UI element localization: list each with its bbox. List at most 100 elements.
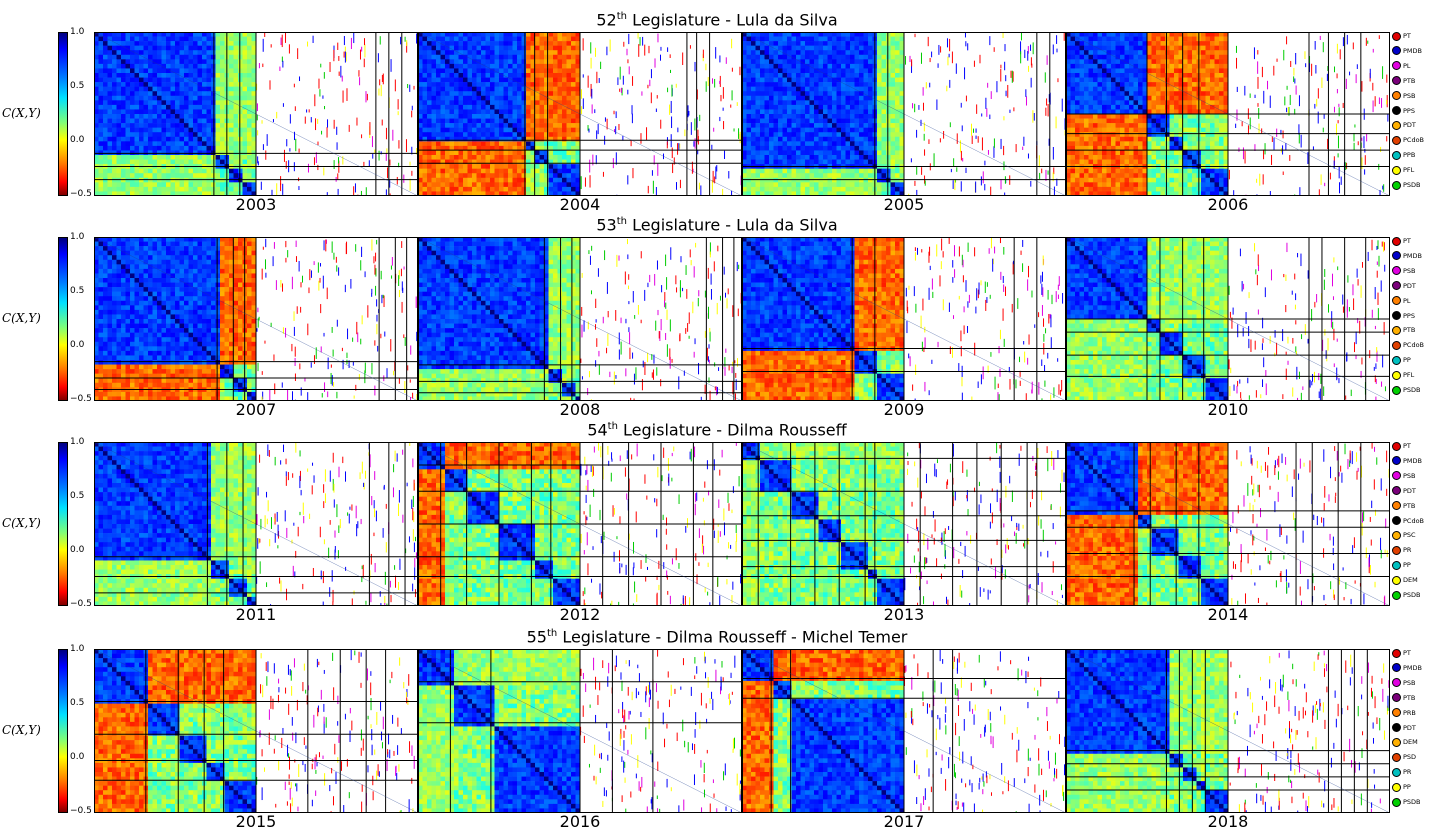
matrix-cell: [144, 96, 149, 101]
significance-mark: [1032, 110, 1033, 122]
matrix-cell: [792, 37, 797, 42]
matrix-cell: [513, 114, 518, 119]
matrix-cell: [202, 119, 207, 124]
matrix-cell: [463, 50, 468, 55]
matrix-cell: [778, 182, 783, 187]
matrix-cell: [504, 78, 509, 83]
significance-mark: [988, 150, 989, 155]
significance-mark: [657, 95, 658, 98]
matrix-cell: [202, 82, 207, 87]
matrix-cell: [841, 100, 846, 105]
matrix-cell: [571, 50, 576, 55]
matrix-cell: [207, 59, 212, 64]
matrix-cell: [139, 82, 144, 87]
matrix-cell: [774, 187, 779, 192]
matrix-cell: [459, 150, 464, 155]
significance-mark: [323, 168, 324, 176]
matrix-cell: [238, 78, 243, 83]
matrix-cell: [112, 173, 117, 178]
matrix-cell: [810, 182, 815, 187]
significance-mark: [1048, 104, 1049, 116]
significance-mark: [647, 85, 648, 88]
matrix-cell: [846, 146, 851, 151]
matrix-cell: [126, 41, 131, 46]
matrix-cell: [886, 187, 891, 192]
matrix-cell: [99, 87, 104, 92]
matrix-cell: [765, 128, 770, 133]
matrix-cell: [526, 105, 531, 110]
significance-mark: [1005, 44, 1006, 51]
matrix-cell: [540, 132, 545, 137]
matrix-cell: [769, 91, 774, 96]
matrix-cell: [823, 78, 828, 83]
matrix-cell: [864, 178, 869, 183]
matrix-cell: [850, 37, 855, 42]
matrix-cell: [490, 155, 495, 160]
matrix-cell: [765, 55, 770, 60]
matrix-cell: [481, 59, 486, 64]
matrix-cell: [756, 109, 761, 114]
matrix-cell: [760, 132, 765, 137]
matrix-cell: [445, 91, 450, 96]
matrix-cell: [562, 187, 567, 192]
significance-mark: [616, 111, 617, 118]
matrix-cell: [171, 160, 176, 165]
matrix-cell: [216, 82, 221, 87]
matrix-cell: [202, 141, 207, 146]
matrix-cell: [549, 105, 554, 110]
matrix-cell: [499, 87, 504, 92]
matrix-cell: [787, 114, 792, 119]
matrix-cell: [828, 50, 833, 55]
matrix-cell: [423, 164, 428, 169]
matrix-cell: [463, 137, 468, 142]
matrix-cell: [1188, 96, 1193, 101]
matrix-cell: [157, 146, 162, 151]
matrix-cell: [769, 128, 774, 133]
matrix-cell: [441, 82, 446, 87]
matrix-cell: [850, 82, 855, 87]
matrix-cell: [1084, 64, 1089, 69]
matrix-cell: [490, 37, 495, 42]
matrix-cell: [99, 82, 104, 87]
matrix-cell: [450, 100, 455, 105]
matrix-cell: [486, 141, 491, 146]
matrix-cell: [535, 119, 540, 124]
matrix-cell: [855, 46, 860, 51]
matrix-cell: [1125, 41, 1130, 46]
matrix-cell: [549, 100, 554, 105]
matrix-cell: [445, 150, 450, 155]
matrix-cell: [877, 128, 882, 133]
significance-mark: [949, 54, 950, 58]
matrix-cell: [130, 73, 135, 78]
matrix-cell: [513, 169, 518, 174]
matrix-cell: [234, 50, 239, 55]
matrix-cell: [805, 37, 810, 42]
matrix-cell: [472, 178, 477, 183]
matrix-cell: [198, 73, 203, 78]
matrix-cell: [846, 169, 851, 174]
matrix-cell: [832, 46, 837, 51]
matrix-cell: [760, 123, 765, 128]
matrix-cell: [837, 123, 842, 128]
matrix-cell: [553, 182, 558, 187]
matrix-cell: [139, 173, 144, 178]
matrix-cell: [450, 137, 455, 142]
matrix-cell: [166, 55, 171, 60]
matrix-cell: [99, 73, 104, 78]
matrix-cell: [864, 82, 869, 87]
significance-mark: [416, 33, 417, 43]
matrix-cell: [198, 178, 203, 183]
matrix-cell: [810, 59, 815, 64]
matrix-cell: [571, 41, 576, 46]
matrix-cell: [1152, 50, 1157, 55]
matrix-cell: [481, 119, 486, 124]
matrix-cell: [1093, 68, 1098, 73]
significance-mark: [282, 184, 283, 195]
matrix-cell: [864, 59, 869, 64]
matrix-cell: [454, 55, 459, 60]
matrix-cell: [819, 128, 824, 133]
matrix-cell: [189, 96, 194, 101]
matrix-cell: [895, 100, 900, 105]
matrix-cell: [207, 73, 212, 78]
matrix-cell: [1206, 78, 1211, 83]
